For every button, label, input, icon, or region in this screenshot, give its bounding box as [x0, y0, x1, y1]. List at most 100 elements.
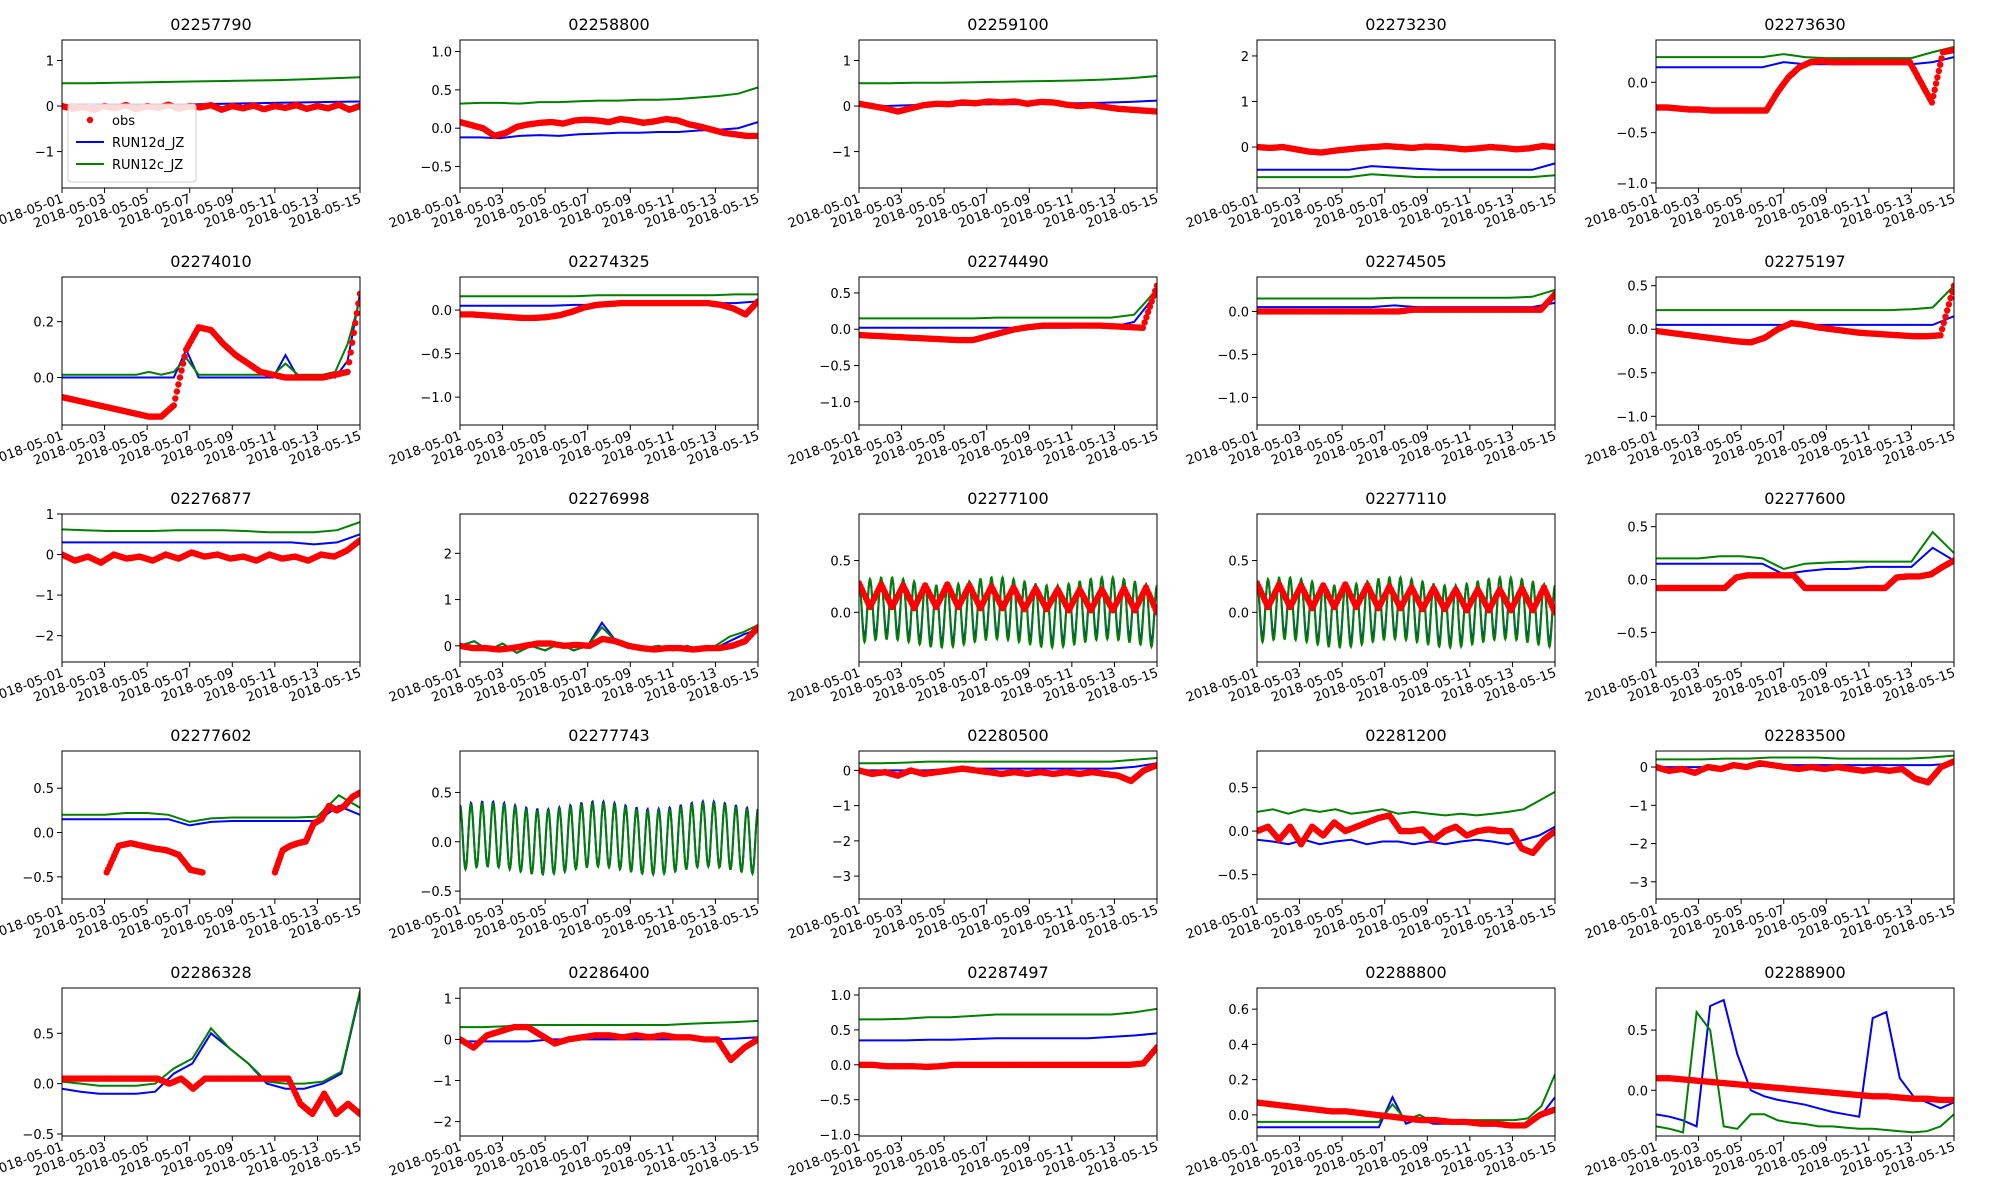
y-tick-label: 0.5 [33, 1027, 54, 1042]
obs-point [1930, 92, 1937, 100]
subplot: 022805000−1−2−32018-05-012018-05-032018-… [786, 726, 1160, 943]
obs-point [754, 1036, 758, 1043]
subplot: 022740100.20.02018-05-012018-05-032018-0… [0, 252, 363, 469]
obs-point [1942, 313, 1949, 320]
legend-label: obs [112, 114, 135, 129]
y-tick-label: −1 [832, 146, 851, 161]
subplot: 022588001.00.50.0−0.52018-05-012018-05-0… [387, 15, 761, 232]
y-tick-label: 0.0 [33, 1078, 54, 1093]
y-tick-label: 0.5 [830, 1024, 851, 1039]
subplot: 0227687710−1−22018-05-012018-05-032018-0… [0, 489, 363, 706]
obs-point [1150, 293, 1157, 300]
subplot-frame [459, 39, 759, 189]
series-line-RUN12c_JZ [859, 757, 1157, 765]
y-tick-label: 1 [843, 54, 851, 69]
subplot-title: 02274490 [967, 252, 1048, 271]
obs-point [1938, 55, 1945, 62]
y-tick-label: 0.5 [1627, 280, 1648, 295]
series-line-RUN12c_JZ [1257, 791, 1555, 817]
series-line-RUN12d_JZ [62, 804, 360, 827]
y-tick-label: −2 [1629, 838, 1648, 853]
obs-point [356, 102, 360, 110]
y-tick-label: 0.0 [830, 606, 851, 621]
y-tick-label: 0.0 [1228, 305, 1249, 320]
series-line-RUN12c_JZ [62, 299, 360, 376]
y-tick-label: 0.0 [830, 1059, 851, 1074]
subplot-frame [1655, 750, 1955, 900]
series-line-RUN12c_JZ [460, 293, 758, 298]
y-tick-label: −1 [35, 589, 54, 604]
obs-point [1152, 287, 1157, 295]
series-line-RUN12d_JZ [1656, 546, 1954, 576]
obs-point [1146, 303, 1154, 310]
subplot-frame [1256, 39, 1556, 189]
obs-point [199, 869, 206, 876]
y-tick-label: 0.0 [33, 827, 54, 842]
subplot-frame [1256, 513, 1556, 663]
y-tick-label: −0.5 [22, 1128, 54, 1143]
obs-point [1934, 74, 1941, 81]
obs-point [1551, 291, 1555, 298]
subplot-frame [858, 750, 1158, 900]
y-tick-label: 0.0 [431, 836, 452, 851]
y-tick-label: −1.0 [819, 1129, 851, 1144]
obs-point [356, 789, 360, 796]
obs-point [1940, 319, 1948, 327]
series-line-RUN12c_JZ [1257, 288, 1555, 300]
y-tick-label: −3 [832, 870, 851, 885]
subplot-title: 02277110 [1365, 489, 1446, 508]
plot-area [1257, 791, 1555, 857]
obs-point [1148, 298, 1155, 305]
obs-point [1928, 99, 1936, 106]
subplot: 022771000.50.02018-05-012018-05-032018-0… [786, 489, 1160, 706]
series-line-RUN12c_JZ [1656, 530, 1954, 571]
legend-label: RUN12d_JZ [112, 136, 184, 151]
obs-point [1938, 325, 1946, 333]
y-tick-label: 0 [46, 549, 54, 564]
subplot-title: 02276877 [170, 489, 251, 508]
y-tick-label: −2 [433, 1116, 452, 1131]
obs-point [1141, 319, 1148, 326]
series-line-RUN12c_JZ [62, 990, 360, 1087]
subplot: 022769982102018-05-012018-05-032018-05-0… [387, 489, 761, 706]
obs-point [1153, 1044, 1157, 1051]
y-tick-label: 1 [46, 54, 54, 69]
y-tick-label: 1 [46, 508, 54, 523]
plot-area [460, 86, 758, 140]
series-line-RUN12c_JZ [62, 521, 360, 534]
subplot: 0225910010−12018-05-012018-05-032018-05-… [786, 15, 1160, 232]
y-tick-label: 0 [1640, 761, 1648, 776]
obs-point [181, 353, 188, 360]
subplot: 022888000.60.40.20.02018-05-012018-05-03… [1184, 963, 1558, 1180]
subplot: 022812000.50.0−0.52018-05-012018-05-0320… [1184, 726, 1558, 943]
subplot-title: 02274505 [1365, 252, 1446, 271]
plot-area [1656, 282, 1954, 346]
subplot-title: 02286400 [568, 963, 649, 982]
y-tick-label: −1.0 [1616, 410, 1648, 425]
y-tick-label: −2 [35, 630, 54, 645]
obs-point [1153, 108, 1157, 115]
y-tick-label: −1.0 [1616, 177, 1648, 192]
subplot-title: 02258800 [568, 15, 649, 34]
obs-point [754, 298, 758, 305]
plot-area [859, 1007, 1157, 1071]
obs-point [1932, 80, 1940, 87]
y-tick-label: 0.5 [830, 287, 851, 302]
subplot-title: 02277100 [967, 489, 1048, 508]
obs-point [173, 388, 181, 395]
obs-point [1551, 609, 1555, 616]
subplot: 022863280.50.0−0.52018-05-012018-05-0320… [0, 963, 363, 1180]
y-tick-label: −3 [1629, 876, 1648, 891]
series-line-RUN12d_JZ [859, 292, 1157, 329]
plot-area [859, 757, 1157, 785]
y-tick-label: 0.0 [1627, 574, 1648, 589]
y-tick-label: 0.2 [33, 316, 54, 331]
obs-point [1153, 282, 1157, 289]
subplot-frame [1256, 750, 1556, 900]
subplot-frame [459, 987, 759, 1137]
series-line-RUN12c_JZ [1257, 173, 1555, 179]
obs-point [1143, 314, 1150, 321]
subplot-frame [858, 39, 1158, 189]
y-tick-label: 0.2 [1228, 1074, 1249, 1089]
obs-point [172, 395, 179, 402]
